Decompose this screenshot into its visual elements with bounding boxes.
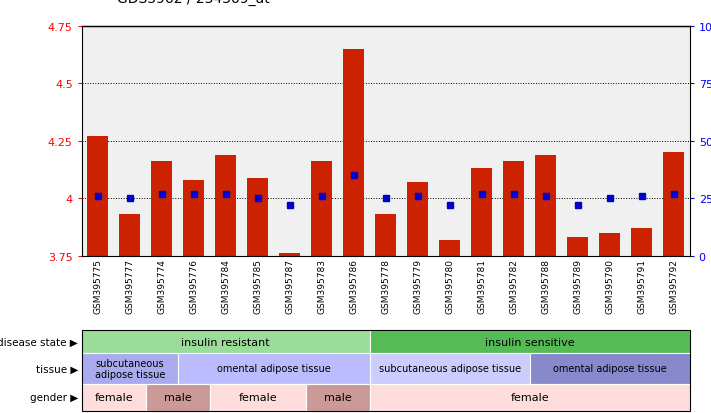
Bar <box>87 137 108 256</box>
Bar <box>567 238 588 256</box>
Text: GDS3962 / 234369_at: GDS3962 / 234369_at <box>117 0 270 6</box>
Text: gender ▶: gender ▶ <box>30 392 78 403</box>
Text: female: female <box>238 392 277 403</box>
Text: tissue ▶: tissue ▶ <box>36 363 78 374</box>
Bar <box>599 233 620 256</box>
Bar <box>503 162 524 256</box>
Text: subcutaneous
adipose tissue: subcutaneous adipose tissue <box>95 358 165 380</box>
Bar <box>311 162 332 256</box>
Text: male: male <box>324 392 352 403</box>
Bar <box>439 240 460 256</box>
Bar <box>183 180 204 256</box>
Text: omental adipose tissue: omental adipose tissue <box>553 363 666 374</box>
Text: insulin sensitive: insulin sensitive <box>485 337 574 347</box>
Text: female: female <box>510 392 549 403</box>
Text: female: female <box>95 392 133 403</box>
Text: omental adipose tissue: omental adipose tissue <box>217 363 331 374</box>
Bar <box>375 215 396 256</box>
Bar <box>663 153 684 256</box>
Bar <box>215 155 236 256</box>
Text: disease state ▶: disease state ▶ <box>0 337 78 347</box>
Bar <box>471 169 492 256</box>
Bar <box>279 254 300 256</box>
Text: insulin resistant: insulin resistant <box>181 337 270 347</box>
Bar <box>151 162 172 256</box>
Bar <box>535 155 556 256</box>
Text: subcutaneous adipose tissue: subcutaneous adipose tissue <box>379 363 520 374</box>
Bar <box>407 183 428 256</box>
Bar <box>343 50 364 256</box>
Bar <box>247 178 268 256</box>
Bar <box>631 228 652 256</box>
Bar <box>119 215 140 256</box>
Text: male: male <box>164 392 192 403</box>
